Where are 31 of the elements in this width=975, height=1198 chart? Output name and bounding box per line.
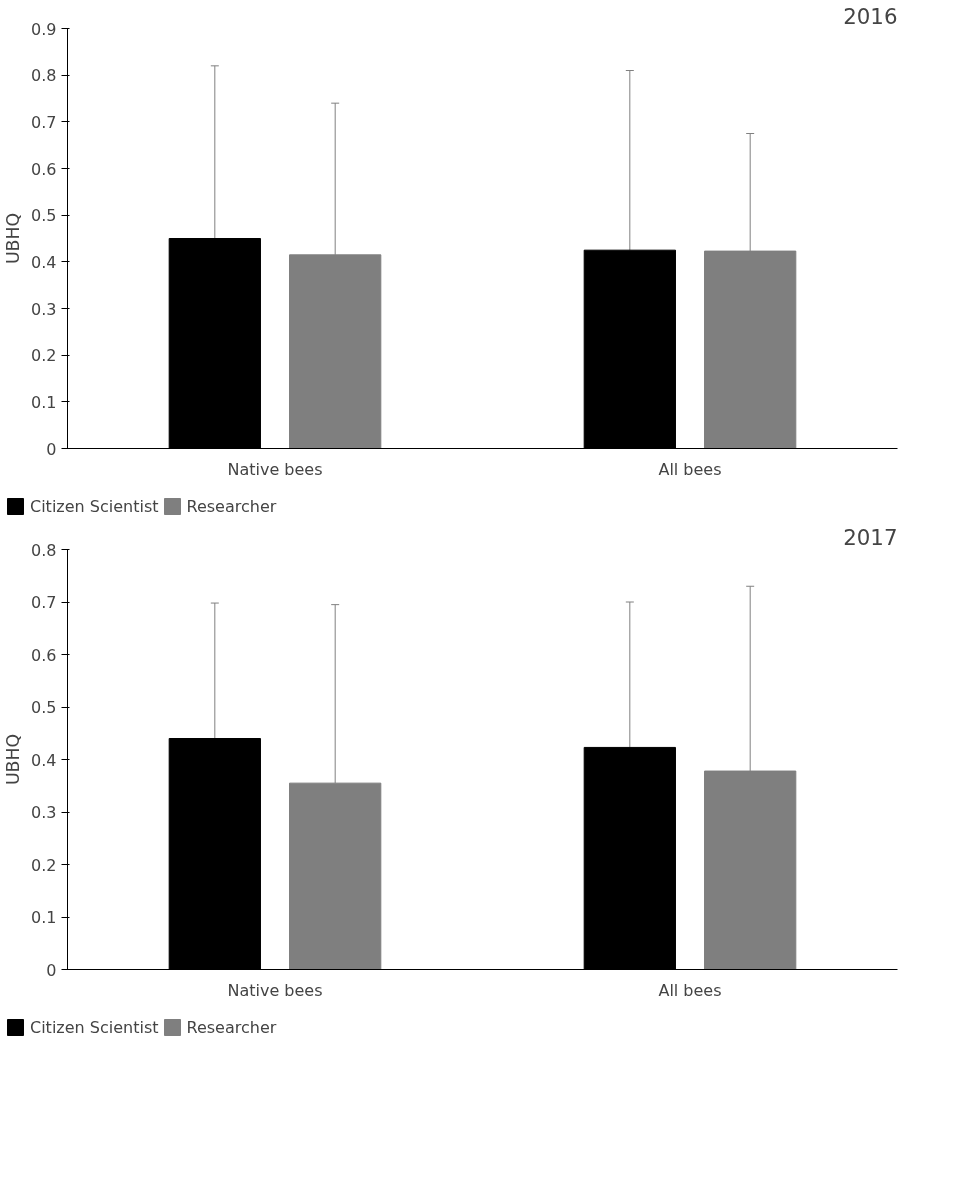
x-tick-label: All bees <box>658 459 722 479</box>
y-tick-label: 0.5 <box>31 698 57 717</box>
y-tick-label: 0.5 <box>31 206 57 226</box>
y-tick-label: 0.2 <box>31 346 57 366</box>
y-tick-label: 0.8 <box>31 66 57 86</box>
y-tick-label: 0.7 <box>31 593 57 612</box>
y-tick-label: 0.1 <box>31 908 57 927</box>
y-tick-label: 0.3 <box>31 299 57 319</box>
y-tick-label: 0 <box>46 439 57 459</box>
legend-label: Researcher <box>186 496 277 516</box>
y-tick-label: 0.6 <box>31 645 57 665</box>
y-tick-label: 0.9 <box>31 19 57 39</box>
legend-label: Citizen Scientist <box>30 1017 159 1037</box>
chart-title: 2016 <box>843 3 898 29</box>
y-tick-label: 0.7 <box>31 112 57 132</box>
x-tick-label: Native bees <box>227 980 323 1000</box>
x-tick-label: Native bees <box>227 459 323 479</box>
x-tick-label: All bees <box>658 980 722 1000</box>
y-tick-label: 0.1 <box>31 392 57 412</box>
y-tick-label: 0.2 <box>31 855 57 875</box>
y-axis-title: UBHQ <box>3 212 24 265</box>
chart-title: 2017 <box>843 524 898 550</box>
legend-label: Researcher <box>186 1017 277 1037</box>
legend-label: Citizen Scientist <box>30 496 159 516</box>
y-tick-label: 0 <box>46 960 57 980</box>
y-tick-label: 0.4 <box>31 252 57 272</box>
y-tick-label: 0.8 <box>31 540 57 560</box>
y-axis-title: UBHQ <box>3 733 24 786</box>
y-tick-label: 0.6 <box>31 159 57 179</box>
y-tick-label: 0.4 <box>31 750 57 770</box>
y-tick-label: 0.3 <box>31 803 57 822</box>
